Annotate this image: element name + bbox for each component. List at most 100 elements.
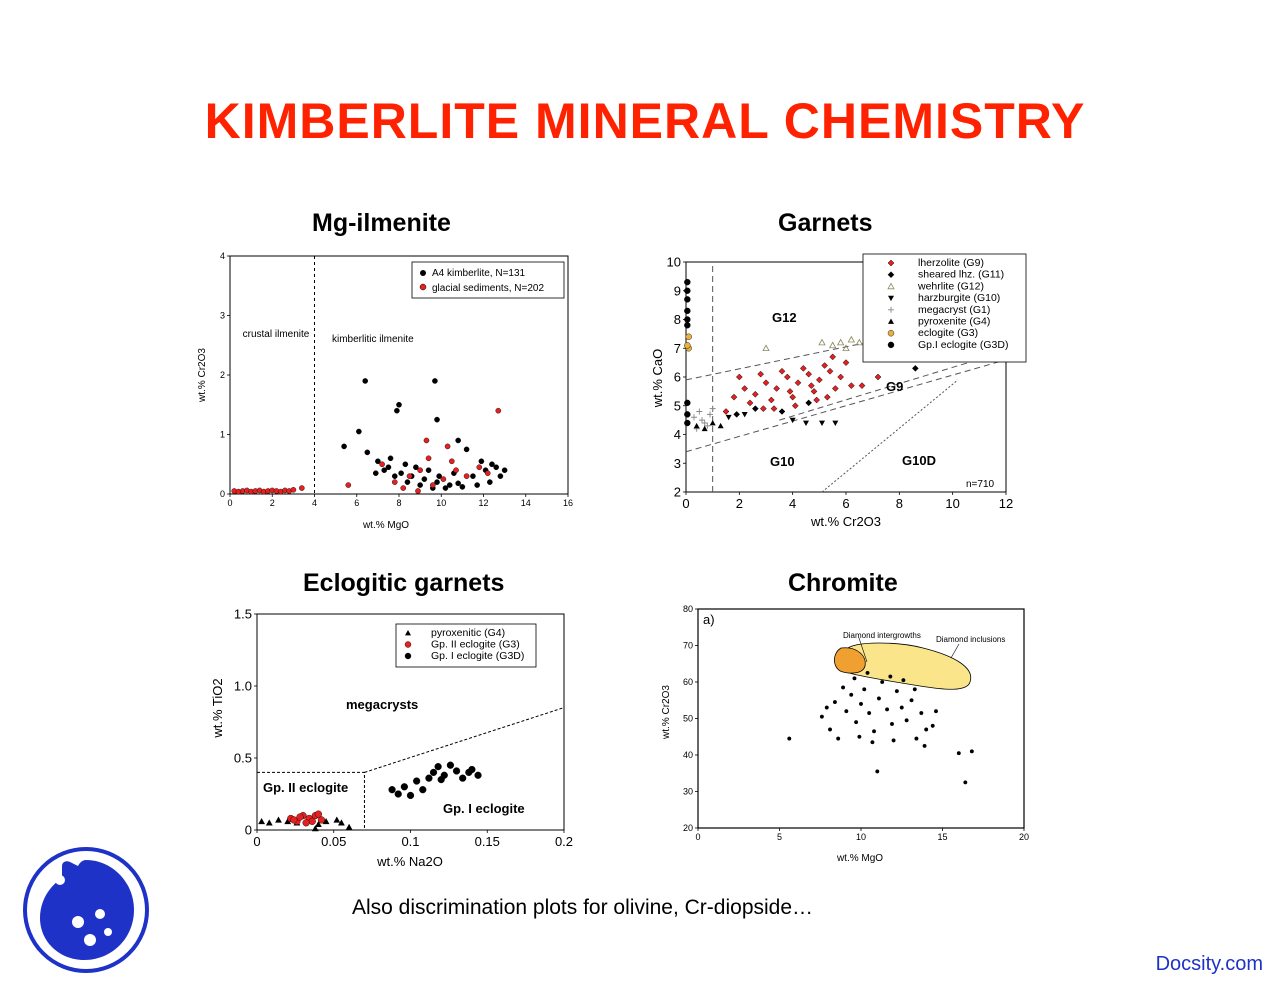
legend-label-wehrlite-g12: wehrlite (G12) xyxy=(917,280,984,292)
legend-label-sheared-lhz-g11: sheared lhz. (G11) xyxy=(918,269,1004,281)
y-tick-label: 3 xyxy=(674,456,681,471)
point-data xyxy=(867,711,872,716)
point-data xyxy=(865,670,870,675)
point-a4-kimberlite-n-131 xyxy=(385,464,392,471)
y-tick-label: 1.0 xyxy=(234,679,252,694)
point-gp-i-eclogite-g3d xyxy=(459,774,467,782)
point-a4-kimberlite-n-131 xyxy=(470,473,476,479)
point-a4-kimberlite-n-131 xyxy=(478,458,485,465)
point-lherzolite-g9 xyxy=(722,408,730,415)
point-data xyxy=(919,711,924,716)
point-gp-i-eclogite-g3d xyxy=(413,777,421,785)
point-a4-kimberlite-n-131 xyxy=(432,378,438,384)
point-a4-kimberlite-n-131 xyxy=(372,470,379,476)
g12-g9-boundary xyxy=(685,339,881,381)
point-data xyxy=(922,743,927,748)
point-a4-kimberlite-n-131 xyxy=(362,378,368,384)
point-glacial-sediments-n-202 xyxy=(449,458,455,465)
point-data xyxy=(854,720,859,725)
point-pyroxenitic-g4 xyxy=(338,819,345,826)
point-gp-i-eclogite-g3d xyxy=(429,768,438,777)
point-eclogite-g3 xyxy=(685,333,692,340)
point-glacial-sediments-n-202 xyxy=(476,464,483,471)
point-data xyxy=(828,727,833,732)
point-data xyxy=(909,698,914,703)
point-glacial-sediments-n-202 xyxy=(425,455,432,462)
point-wehrlite-g12 xyxy=(847,335,856,343)
point-gp-ii-eclogite-g3 xyxy=(314,810,323,818)
point-lherzolite-g9 xyxy=(794,379,802,387)
point-lherzolite-g9 xyxy=(821,362,829,369)
point-a4-kimberlite-n-131 xyxy=(446,482,453,488)
x-tick-label: 10 xyxy=(856,832,866,842)
x-tick-label: 0.15 xyxy=(475,834,500,849)
point-glacial-sediments-n-202 xyxy=(429,482,436,488)
g10d-boundary xyxy=(821,379,959,493)
y-tick-label: 80 xyxy=(683,604,693,614)
point-glacial-sediments-n-202 xyxy=(299,485,305,491)
y-tick-label: 30 xyxy=(683,787,693,797)
intergrowths-leader xyxy=(858,637,868,663)
point-a4-kimberlite-n-131 xyxy=(436,473,442,479)
legend-marker-pyroxenite-g4 xyxy=(888,318,894,324)
point-data xyxy=(852,676,857,681)
point-pyroxenitic-g4 xyxy=(311,825,319,832)
legend-label-eclogite-g3: eclogite (G3) xyxy=(918,327,978,339)
point-a4-kimberlite-n-131 xyxy=(487,479,493,485)
x-tick-label: 4 xyxy=(312,498,317,508)
legend-marker-wehrlite-g12 xyxy=(887,282,895,290)
point-lherzolite-g9 xyxy=(823,393,831,401)
footer-note: Also discrimination plots for olivine, C… xyxy=(352,896,814,919)
point-gp-i-eclogite-g3d xyxy=(684,399,691,407)
x-axis-label: wt.% Na2O xyxy=(376,854,443,869)
point-pyroxenitic-g4 xyxy=(258,817,266,825)
legend-marker-lherzolite-g9 xyxy=(887,259,895,267)
point-a4-kimberlite-n-131 xyxy=(489,461,495,468)
point-a4-kimberlite-n-131 xyxy=(387,455,394,462)
x-tick-label: 8 xyxy=(396,498,401,508)
point-gp-i-eclogite-g3d xyxy=(394,790,402,798)
legend xyxy=(411,261,565,299)
legend-marker-glacial-sediments xyxy=(419,283,427,291)
x-tick-label: 0.2 xyxy=(555,834,573,849)
point-lherzolite-g9 xyxy=(807,382,815,389)
y-tick-label: 1.5 xyxy=(234,607,252,622)
legend-marker-pyroxenitic-g4 xyxy=(405,630,411,636)
point-megacryst-g1 xyxy=(709,405,716,412)
megacryst-boundary xyxy=(364,707,565,773)
point-data xyxy=(875,769,880,774)
y-tick-label: 2 xyxy=(220,370,225,380)
legend-label-lherzolite-g9: lherzolite (G9) xyxy=(918,257,984,269)
point-a4-kimberlite-n-131 xyxy=(341,443,347,450)
point-lherzolite-g9 xyxy=(783,373,791,381)
x-tick-label: 4 xyxy=(789,496,796,511)
inclusions-leader xyxy=(950,643,960,659)
point-lherzolite-g9 xyxy=(791,402,799,410)
point-pyroxenite-g4 xyxy=(693,422,700,429)
point-sheared-lhz-g11 xyxy=(751,405,759,412)
legend-label-gp-i-eclogite-g3d: Gp.I eclogite (G3D) xyxy=(918,339,1008,351)
point-data xyxy=(888,674,893,679)
legend-label-pyroxenitic-g4: pyroxenitic (G4) xyxy=(431,627,505,639)
point-megacryst-g1 xyxy=(699,417,705,424)
legend-marker-gp-i-eclogite-g3d xyxy=(404,652,412,660)
point-wehrlite-g12 xyxy=(855,338,864,346)
page-title: KIMBERLITE MINERAL CHEMISTRY xyxy=(204,93,1086,149)
point-gp-i-eclogite-g3d xyxy=(468,765,476,774)
point-glacial-sediments-n-202 xyxy=(345,482,352,488)
point-data xyxy=(904,718,909,723)
legend-label-gp-ii-eclogite-g3: Gp. II eclogite (G3) xyxy=(431,639,520,651)
point-gp-i-eclogite-g3d xyxy=(474,771,482,779)
point-gp-i-eclogite-g3d xyxy=(684,278,691,286)
point-data xyxy=(914,736,919,741)
point-lherzolite-g9 xyxy=(829,353,837,361)
point-glacial-sediments-n-202 xyxy=(444,443,451,450)
legend-label-gp-i-eclogite-g3d: Gp. I eclogite (G3D) xyxy=(431,650,524,662)
point-lherzolite-g9 xyxy=(770,405,778,412)
legend-label-a4-kimberlite: A4 kimberlite, N=131 xyxy=(432,268,526,279)
watermark-link[interactable]: Docsity.com xyxy=(1155,953,1263,975)
point-megacryst-g1 xyxy=(701,420,708,426)
point-a4-kimberlite-n-131 xyxy=(413,464,419,471)
point-pyroxenitic-g4 xyxy=(315,820,322,827)
point-gp-ii-eclogite-g3 xyxy=(308,817,316,825)
